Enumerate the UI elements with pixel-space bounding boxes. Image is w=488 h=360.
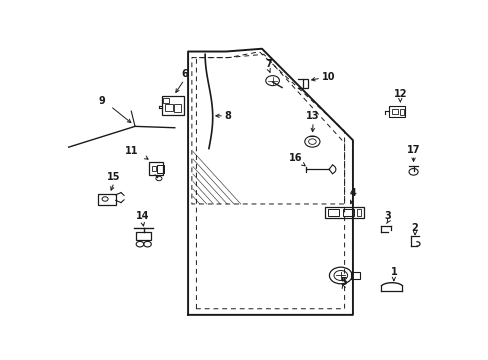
Text: 9: 9 bbox=[99, 95, 105, 105]
Text: 14: 14 bbox=[136, 211, 149, 221]
Bar bbox=[162, 96, 183, 115]
Bar bbox=[97, 194, 116, 205]
Text: 2: 2 bbox=[411, 223, 418, 233]
Bar bbox=[303, 79, 307, 87]
Bar bbox=[324, 207, 364, 219]
Text: 3: 3 bbox=[384, 211, 391, 221]
Bar bbox=[400, 109, 403, 115]
Bar bbox=[351, 272, 359, 279]
Bar bbox=[152, 166, 156, 171]
Text: 4: 4 bbox=[349, 188, 356, 198]
Text: 13: 13 bbox=[306, 111, 319, 121]
Bar bbox=[343, 209, 353, 216]
Text: 17: 17 bbox=[406, 145, 420, 155]
Bar bbox=[136, 232, 150, 240]
Text: 8: 8 bbox=[224, 111, 231, 121]
Text: 5: 5 bbox=[339, 276, 346, 287]
Text: 6: 6 bbox=[181, 69, 187, 79]
Text: 16: 16 bbox=[289, 153, 302, 163]
Bar bbox=[163, 98, 169, 103]
Bar bbox=[156, 165, 164, 173]
Bar bbox=[149, 162, 163, 175]
Bar bbox=[327, 209, 338, 216]
Bar bbox=[388, 105, 404, 117]
Text: 1: 1 bbox=[390, 267, 396, 276]
Text: 12: 12 bbox=[393, 89, 406, 99]
Bar bbox=[356, 209, 360, 216]
Bar bbox=[391, 109, 397, 114]
Bar bbox=[174, 104, 181, 112]
Text: 15: 15 bbox=[107, 172, 121, 182]
Text: 10: 10 bbox=[321, 72, 335, 82]
Bar bbox=[165, 104, 173, 111]
Text: 7: 7 bbox=[265, 59, 272, 69]
Text: 11: 11 bbox=[125, 146, 139, 156]
